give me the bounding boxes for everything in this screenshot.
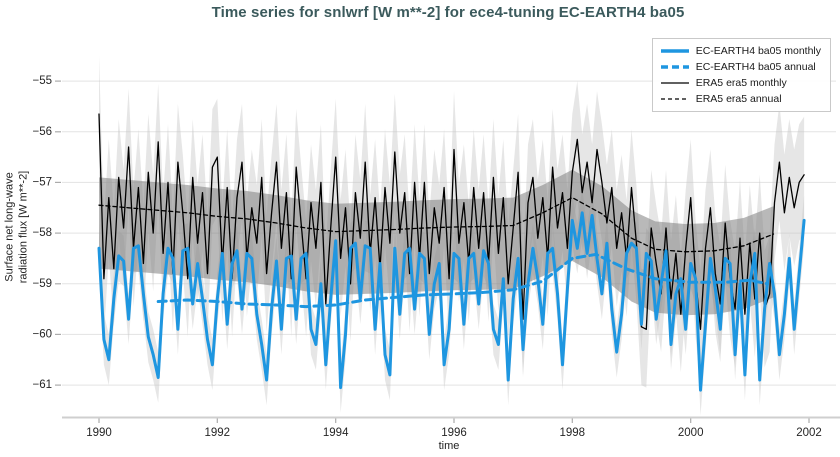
y-tick-label: −57 xyxy=(32,176,52,188)
legend-item-era5-era5-monthly: ERA5 era5 monthly xyxy=(660,76,821,90)
y-tick-label: −56 xyxy=(32,126,52,138)
x-tick-label: 1992 xyxy=(205,427,231,439)
chart-title: Time series for snlwrf [W m**-2] for ece… xyxy=(211,4,685,21)
legend-line-sample xyxy=(660,98,689,100)
y-tick-label: −55 xyxy=(32,75,52,87)
legend-item-ec-earth4-ba05-annual: EC-EARTH4 ba05 annual xyxy=(660,60,821,74)
legend-item-label: EC-EARTH4 ba05 monthly xyxy=(695,45,821,57)
legend-line-sample xyxy=(660,65,689,69)
series-line-ec-earth4-ba05-annual xyxy=(156,252,770,309)
y-tick-label: −61 xyxy=(32,379,52,391)
legend-item-label: ERA5 era5 monthly xyxy=(695,77,787,89)
x-tick-label: 1998 xyxy=(560,427,586,439)
legend-item-label: EC-EARTH4 ba05 annual xyxy=(695,61,816,73)
y-tick-label: −58 xyxy=(32,227,52,239)
series-line-era5-era5-annual xyxy=(98,196,775,253)
x-tick-label: 1990 xyxy=(86,427,112,439)
x-tick-label: 1996 xyxy=(441,427,467,439)
x-tick-label: 1994 xyxy=(323,427,349,439)
legend: EC-EARTH4 ba05 monthly EC-EARTH4 ba05 ann… xyxy=(651,38,831,112)
x-axis-label: time xyxy=(438,440,460,452)
y-tick-label: −60 xyxy=(32,328,52,340)
y-axis-label-line-1: Surface net long-wave xyxy=(3,172,16,282)
y-tick-label: −59 xyxy=(32,278,52,290)
y-axis-label: Surface net long-wave radiation flux [W … xyxy=(3,171,32,283)
legend-item-label: ERA5 era5 annual xyxy=(695,93,782,105)
legend-item-ec-earth4-ba05-monthly: EC-EARTH4 ba05 monthly xyxy=(660,44,821,58)
x-tick-label: 2002 xyxy=(796,427,822,439)
series-line-era5-era5-monthly xyxy=(98,113,805,330)
series-line-ec-earth4-ba05-monthly xyxy=(97,211,806,392)
legend-line-sample xyxy=(660,82,689,84)
legend-item-era5-era5-annual: ERA5 era5 annual xyxy=(660,92,821,106)
legend-line-sample xyxy=(660,49,689,53)
x-tick-label: 2000 xyxy=(678,427,704,439)
y-axis-label-line-2: radiation flux [W m**-2] xyxy=(18,170,30,284)
